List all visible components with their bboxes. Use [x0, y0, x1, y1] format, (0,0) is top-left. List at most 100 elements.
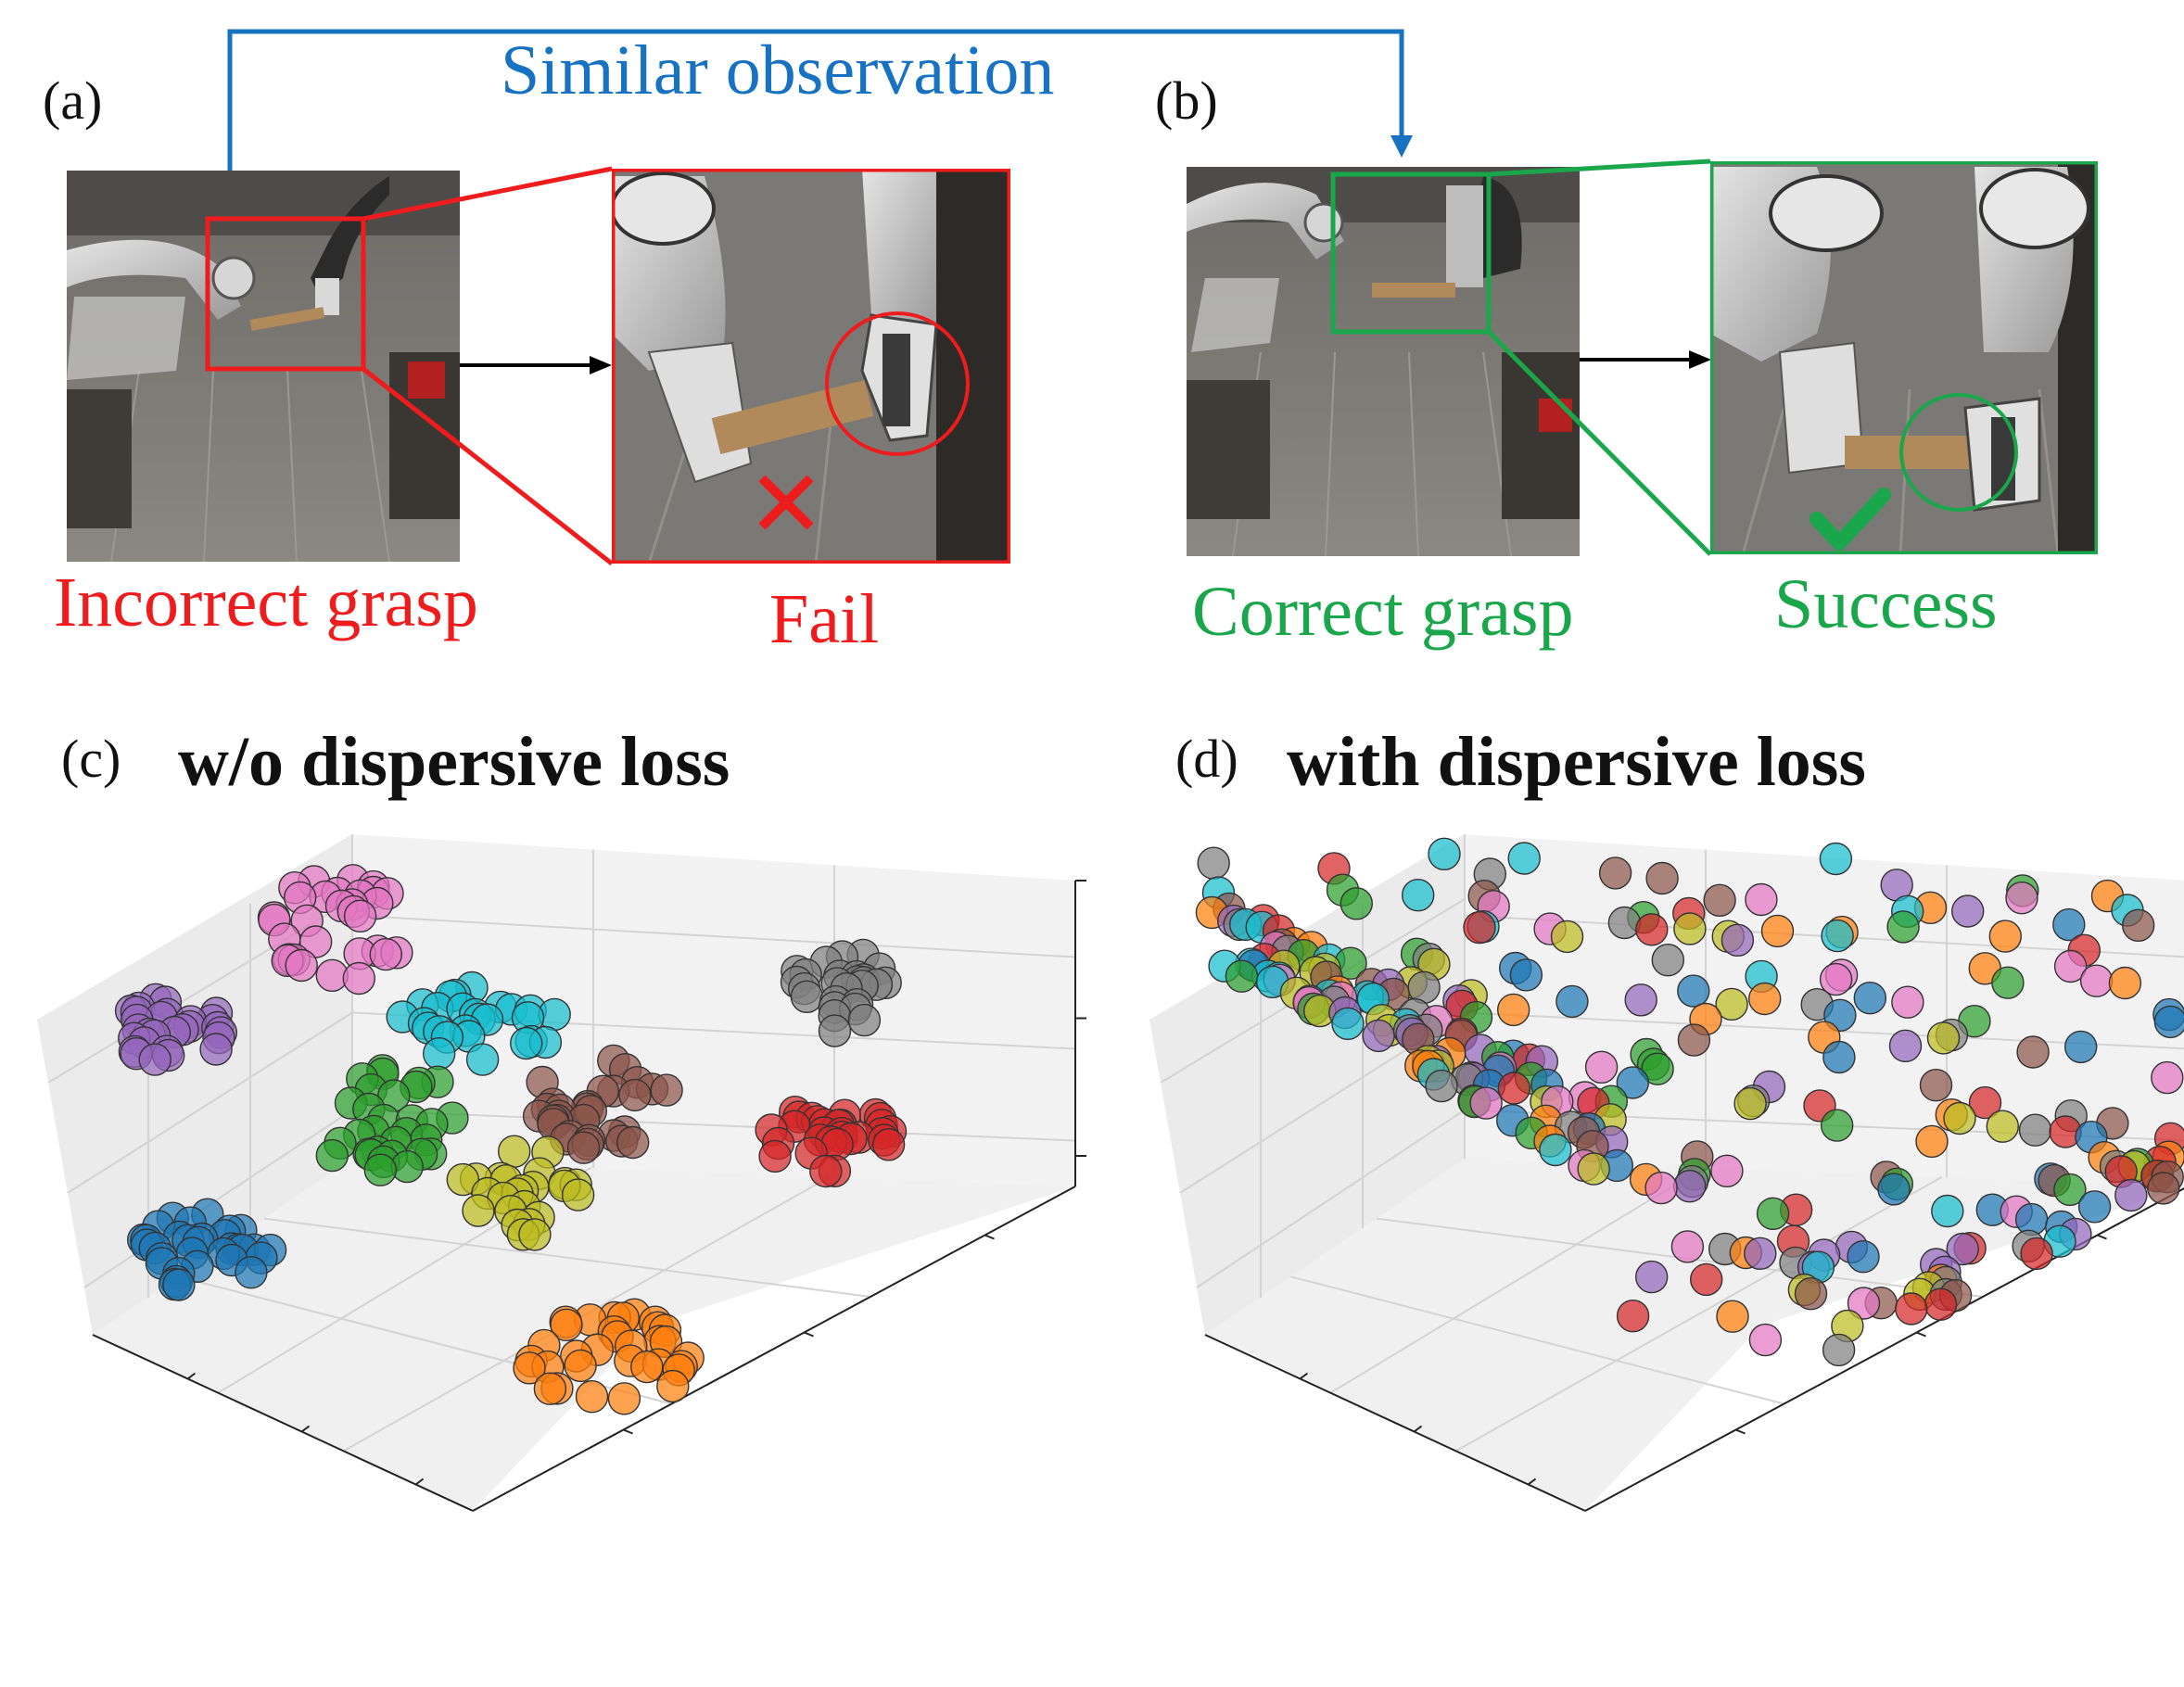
panel-b-letter: (b) [1155, 70, 1218, 131]
scatter-point [1943, 1101, 1976, 1135]
scatter-point [2018, 1113, 2052, 1147]
scatter-point [1744, 1237, 1777, 1270]
scatter-point [1919, 1069, 1953, 1102]
scatter-point [1756, 1197, 1790, 1230]
scatter-point [513, 1351, 546, 1385]
scatter-point [616, 1125, 650, 1160]
success-circle [1899, 393, 2018, 512]
scatter-point [1624, 983, 1657, 1017]
scatter-point [1877, 1173, 1911, 1206]
scatter-point [1794, 1277, 1828, 1311]
scatter-point [369, 937, 402, 971]
scatter-point [1991, 966, 2025, 999]
scatter-point [1425, 1069, 1458, 1103]
scatter-point [1886, 910, 1920, 944]
scatter-point [1645, 861, 1679, 895]
scatter-point [2108, 966, 2142, 1000]
scatter-plot-c [37, 834, 1086, 1512]
check-icon [1809, 488, 1891, 551]
scatter-point [1550, 920, 1584, 954]
scatter-point [1616, 1300, 1650, 1333]
scatter-point [285, 948, 318, 983]
scatter-points [114, 864, 908, 1415]
scatter-point [2053, 949, 2088, 983]
scatter-point [1715, 987, 1748, 1021]
scatter-point [1635, 1260, 1669, 1294]
scatter-point [2147, 1172, 2180, 1205]
scatter-point [1853, 981, 1886, 1015]
scatter-point [533, 1372, 567, 1405]
scatter-point [1716, 1300, 1749, 1333]
scatter-point [790, 980, 824, 1014]
scatter-point [2052, 907, 2086, 942]
caption-success: Success [1774, 565, 1998, 643]
scatter-point [1677, 974, 1710, 1008]
scatter-point [1733, 1086, 1767, 1121]
scatter-point [1644, 1171, 1678, 1205]
scatter-point [1690, 1262, 1723, 1297]
scatter-point [2151, 1060, 2184, 1095]
scatter-point [199, 1033, 233, 1066]
scatter-point [138, 1043, 171, 1076]
scatter-point [1555, 984, 1589, 1019]
scatter-point [1821, 1109, 1854, 1142]
scatter-point [2005, 881, 2038, 915]
scatter-point [1598, 856, 1632, 890]
scatter-point [566, 1131, 601, 1164]
scatter-point [510, 1026, 543, 1060]
robot-grasp-illustration [67, 29, 2098, 565]
scatter-point [1760, 914, 1795, 948]
scatter-point [1497, 993, 1530, 1027]
cross-icon [758, 475, 814, 530]
scatter-point [1509, 958, 1543, 992]
scatter-point [1748, 1323, 1783, 1357]
scatter-point [847, 1003, 882, 1037]
scatter-point [561, 1178, 595, 1211]
arrow-head-icon [1390, 135, 1413, 158]
scatter-point [1651, 943, 1684, 977]
scatter-point [1821, 919, 1854, 953]
scatter-point [1822, 1040, 1856, 1074]
scatter-point [423, 1037, 456, 1071]
scatter-point [2114, 1178, 2148, 1212]
panel-d-title: with dispersive loss [1287, 723, 1866, 801]
scatter-point [1469, 1086, 1503, 1120]
scatter-point [871, 1128, 906, 1161]
scatter-point [1988, 920, 2022, 953]
scatter-point [462, 1194, 495, 1227]
scatter-plot-d [1149, 834, 2184, 1512]
scatter-point [809, 1154, 843, 1188]
scatter-point [1745, 882, 1778, 917]
scatter-point [315, 1138, 349, 1173]
scatter-point [1607, 906, 1642, 940]
scatter-point [1748, 982, 1782, 1016]
scatter-point [343, 899, 377, 933]
scatter-point [1673, 1170, 1707, 1203]
scatter-point [1641, 1052, 1674, 1085]
scatter-point [650, 1073, 683, 1107]
scatter-point [1673, 912, 1707, 945]
photo-a-zoom [612, 169, 1010, 564]
scatter-point [1507, 842, 1541, 875]
panel-c-title: w/o dispersive loss [178, 723, 730, 801]
scatter-point [2153, 1005, 2184, 1039]
scatter-point [1677, 1023, 1711, 1057]
photo-b-thumbnail [1187, 167, 1580, 556]
scatter-point [656, 1369, 690, 1403]
scatter-point [1710, 1154, 1744, 1187]
scatter-point [1331, 1007, 1365, 1041]
scatter-point [1926, 1021, 1961, 1055]
scatter-point [1891, 985, 1924, 1019]
scatter-point [550, 1308, 583, 1341]
scatter-point [1197, 846, 1230, 880]
scatter-point [818, 1014, 852, 1047]
scatter-point [607, 1382, 641, 1415]
scatter-point [1895, 1292, 1928, 1326]
scatter-point [2064, 1030, 2098, 1064]
panel-d-letter: (d) [1175, 729, 1238, 789]
scatter-point [1924, 1287, 1958, 1321]
scatter-point [1915, 1124, 1949, 1159]
scatter-point [518, 1218, 552, 1251]
scatter-point [1616, 1066, 1649, 1099]
scatter-points [1195, 837, 2184, 1367]
